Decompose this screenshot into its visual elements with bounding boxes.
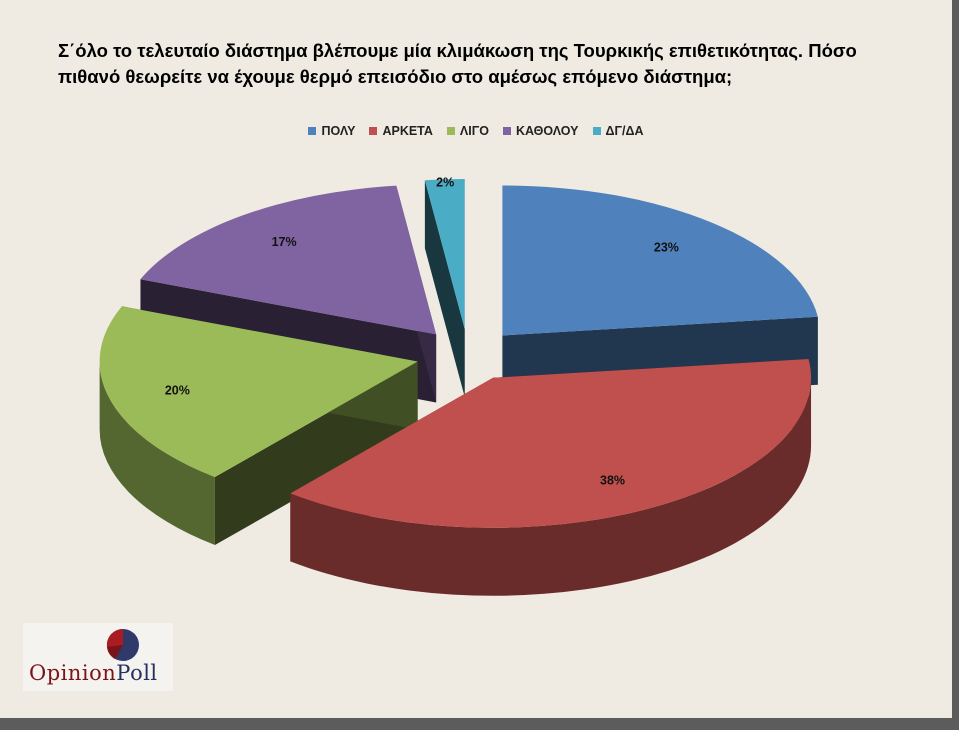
chart-title: Σ΄όλο το τελευταίο διάστημα βλέπουμε μία…	[58, 40, 857, 87]
logo-text: OpinionPoll	[29, 661, 158, 685]
legend-label: ΚΑΘΟΛΟΥ	[515, 124, 579, 138]
legend-label: ΛΙΓΟ	[459, 124, 489, 138]
legend-label: ΠΟΛΥ	[321, 124, 356, 138]
legend-swatch	[369, 127, 378, 135]
legend-swatch	[592, 127, 601, 135]
legend-label: ΔΓ/ΔΑ	[605, 124, 644, 138]
slice-outer-wall	[99, 361, 215, 546]
window-edge-bottom	[0, 718, 959, 730]
data-label: 2%	[436, 175, 454, 189]
legend-item: ΚΑΘΟΛΟΥ	[502, 124, 579, 138]
slice-wall	[424, 180, 465, 398]
legend: ΠΟΛΥ ΑΡΚΕΤΑ ΛΙΓΟ ΚΑΘΟΛΟΥ ΔΓ/ΔΑ	[0, 124, 952, 138]
slide: Σ΄όλο το τελευταίο διάστημα βλέπουμε μία…	[0, 0, 952, 718]
legend-swatch	[502, 127, 511, 135]
opinionpoll-logo: OpinionPoll	[23, 623, 173, 691]
slice-δγ-δα	[424, 179, 465, 330]
data-label: 17%	[272, 235, 297, 249]
legend-item: ΑΡΚΕΤΑ	[369, 124, 433, 138]
slice-πολυ	[502, 185, 818, 336]
data-label: 38%	[600, 473, 625, 487]
pie-labels: 23% 38% 20% 17% 2%	[165, 175, 679, 487]
pie-chart: 23% 38% 20% 17% 2%	[99, 175, 818, 596]
data-label: 23%	[654, 241, 679, 255]
legend-item: ΠΟΛΥ	[308, 124, 355, 138]
slice-αρκετα	[290, 358, 812, 528]
logo-mark-icon	[106, 628, 139, 661]
legend-item: ΔΓ/ΔΑ	[592, 124, 644, 138]
slice-outer-wall	[290, 377, 812, 596]
slice-λιγο	[99, 306, 418, 478]
data-label: 20%	[165, 384, 190, 398]
legend-swatch	[308, 127, 317, 135]
legend-swatch	[446, 127, 455, 135]
pie-tops	[99, 179, 818, 528]
legend-label: ΑΡΚΕΤΑ	[382, 124, 433, 138]
slice-καθολου	[140, 185, 437, 335]
window-edge-right	[952, 0, 959, 730]
legend-item: ΛΙΓΟ	[446, 124, 489, 138]
